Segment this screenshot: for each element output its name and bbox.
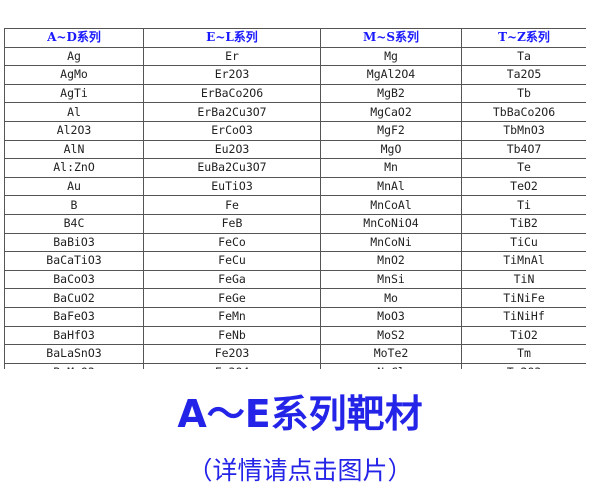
table-cell: TbMnO3 xyxy=(461,120,586,141)
targets-table-image[interactable]: A~D系列 E~L系列 M~S系列 T~Z系列 Ag Er Mg Ta AgMo Er2O3 Mg… xyxy=(4,28,586,369)
table-cell: FeGa xyxy=(143,269,321,290)
table-row: Al:ZnO EuBa2Cu3O7 Mn Te xyxy=(4,158,586,178)
table-cell: Mg xyxy=(320,46,462,67)
table-cell: MgB2 xyxy=(320,83,462,104)
table-cell: MnCoAl xyxy=(320,195,462,215)
table-cell: Tb4O7 xyxy=(461,139,586,160)
table-cell: MnAl xyxy=(320,176,462,197)
table-cell: TiO2 xyxy=(461,325,586,346)
table-cell: MnCoNi xyxy=(320,232,462,253)
table-cell: BaCoO3 xyxy=(4,269,144,290)
table-row: BaFeO3 FeMn MoO3 TiNiHf xyxy=(4,306,586,327)
table-cell: FeCu xyxy=(143,251,321,271)
table-cell: Ti xyxy=(461,195,586,215)
table-cell: B4C xyxy=(4,213,144,234)
table-cell: MoS2 xyxy=(320,325,462,346)
table-cell: TiMnAl xyxy=(461,251,586,271)
table-cell: Tm xyxy=(461,344,586,364)
table-cell: FeCo xyxy=(143,232,321,253)
table-cell: BaBiO3 xyxy=(4,232,144,253)
column-header: E~L系列 xyxy=(143,28,321,48)
table-row: Ag Er Mg Ta xyxy=(4,46,586,67)
table-cell: TiNiHf xyxy=(461,306,586,327)
table-cell: MnO2 xyxy=(320,251,462,271)
table-cell: MnCoNiO4 xyxy=(320,213,462,234)
table-row: BaMnO3Fe3O4NaClTm2O3 xyxy=(4,362,586,369)
table-row: BaBiO3 FeCo MnCoNi TiCu xyxy=(4,232,586,253)
table-row: Al ErBa2Cu3O7 MgCaO2 TbBaCo2O6 xyxy=(4,102,586,122)
table-row: AgMo Er2O3 MgAl2O4 Ta2O5 xyxy=(4,65,586,85)
table-cell: FeNb xyxy=(143,325,321,346)
table-cell: Ta2O5 xyxy=(461,65,586,85)
table-cell: Al:ZnO xyxy=(4,158,144,178)
table-cell: AgMo xyxy=(4,65,144,85)
table-cell: Al xyxy=(4,102,144,122)
table-row: BaHfO3 FeNb MoS2 TiO2 xyxy=(4,325,586,346)
column-header: A~D系列 xyxy=(4,28,144,48)
table-cell: Fe xyxy=(143,195,321,215)
table-row: BaCoO3 FeGa MnSi TiN xyxy=(4,269,586,290)
table-row: B4C FeB MnCoNiO4 TiB2 xyxy=(4,213,586,234)
table-cell: TiB2 xyxy=(461,213,586,234)
table-cell: BaCuO2 xyxy=(4,288,144,308)
table-cell: BaCaTiO3 xyxy=(4,251,144,271)
table-cell: Ta xyxy=(461,46,586,67)
targets-table: A~D系列 E~L系列 M~S系列 T~Z系列 Ag Er Mg Ta AgMo Er2O3 Mg… xyxy=(4,28,586,369)
table-cell: AlN xyxy=(4,139,144,160)
table-cell: Ag xyxy=(4,46,144,67)
table-cell: Eu2O3 xyxy=(143,139,321,160)
column-header: T~Z系列 xyxy=(461,28,586,48)
table-cell: Tm2O3 xyxy=(461,362,586,369)
table-row: BaCaTiO3 FeCu MnO2 TiMnAl xyxy=(4,251,586,271)
page-title[interactable]: A～E系列靶材 xyxy=(177,392,423,436)
table-cell: MnSi xyxy=(320,269,462,290)
table-cell: Te xyxy=(461,158,586,178)
table-cell: FeGe xyxy=(143,288,321,308)
table-cell: TiCu xyxy=(461,232,586,253)
table-row: BaCuO2 FeGe Mo TiNiFe xyxy=(4,288,586,308)
table-cell: MoTe2 xyxy=(320,344,462,364)
table-row: Au EuTiO3 MnAl TeO2 xyxy=(4,176,586,197)
table-cell: NaCl xyxy=(320,362,462,369)
table-cell: TeO2 xyxy=(461,176,586,197)
table-cell: BaHfO3 xyxy=(4,325,144,346)
table-cell: EuBa2Cu3O7 xyxy=(143,158,321,178)
table-row: Al2O3 ErCoO3 MgF2 TbMnO3 xyxy=(4,120,586,141)
table-cell: FeB xyxy=(143,213,321,234)
table-cell: Mn xyxy=(320,158,462,178)
table-cell: Tb xyxy=(461,83,586,104)
table-row: B Fe MnCoAl Ti xyxy=(4,195,586,215)
table-cell: ErBa2Cu3O7 xyxy=(143,102,321,122)
table-cell: BaFeO3 xyxy=(4,306,144,327)
table-cell: MgF2 xyxy=(320,120,462,141)
table-cell: Al2O3 xyxy=(4,120,144,141)
table-cell: MgO xyxy=(320,139,462,160)
table-row: BaLaSnO3 Fe2O3 MoTe2 Tm xyxy=(4,344,586,364)
column-header: M~S系列 xyxy=(320,28,462,48)
table-cell: BaMnO3 xyxy=(4,362,144,369)
table-cell: ErBaCo2O6 xyxy=(143,83,321,104)
table-cell: ErCoO3 xyxy=(143,120,321,141)
table-cell: Au xyxy=(4,176,144,197)
table-cell: Er2O3 xyxy=(143,65,321,85)
table-cell: TiN xyxy=(461,269,586,290)
table-cell: Er xyxy=(143,46,321,67)
table-cell: MoO3 xyxy=(320,306,462,327)
table-cell: TiNiFe xyxy=(461,288,586,308)
table-cell: BaLaSnO3 xyxy=(4,344,144,364)
table-cell: Mo xyxy=(320,288,462,308)
table-cell: MgAl2O4 xyxy=(320,65,462,85)
table-cell: FeMn xyxy=(143,306,321,327)
table-header-row: A~D系列 E~L系列 M~S系列 T~Z系列 xyxy=(4,28,586,48)
table-cell: MgCaO2 xyxy=(320,102,462,122)
table-cell: Fe2O3 xyxy=(143,344,321,364)
table-row: AlN Eu2O3 MgO Tb4O7 xyxy=(4,139,586,160)
table-cell: EuTiO3 xyxy=(143,176,321,197)
subtitle-hint[interactable]: （详情请点击图片） xyxy=(187,456,413,485)
table-row: AgTi ErBaCo2O6 MgB2 Tb xyxy=(4,83,586,104)
table-cell: Fe3O4 xyxy=(143,362,321,369)
table-cell: B xyxy=(4,195,144,215)
table-cell: TbBaCo2O6 xyxy=(461,102,586,122)
table-cell: AgTi xyxy=(4,83,144,104)
